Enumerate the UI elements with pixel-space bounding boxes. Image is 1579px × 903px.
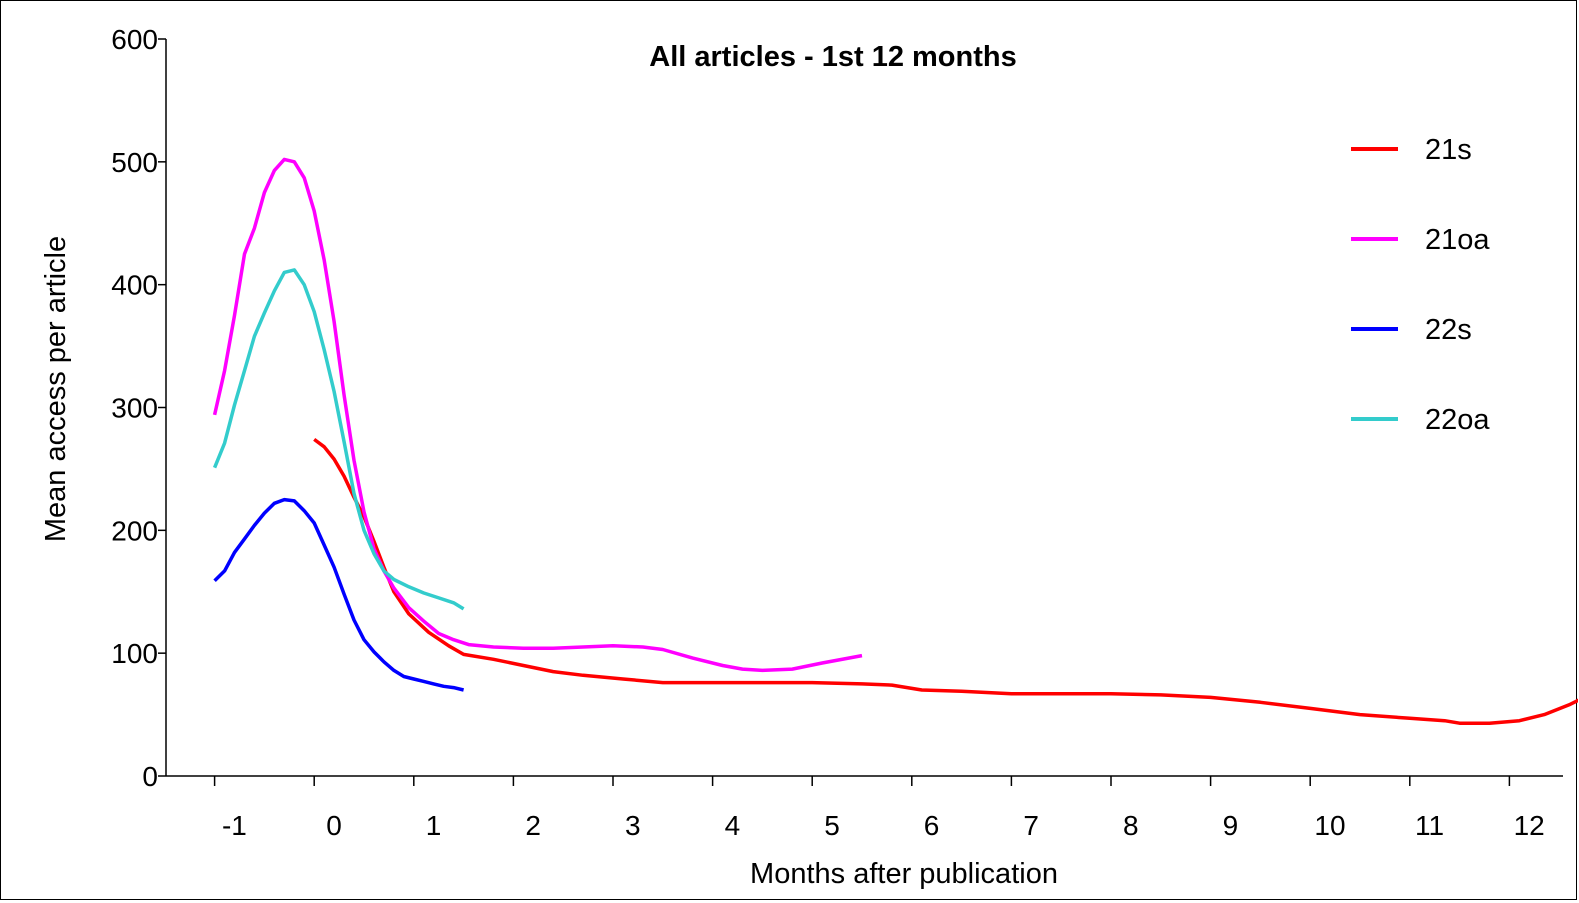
- series-line-22s: [213, 497, 465, 692]
- series-lines: [212, 157, 1578, 725]
- y-tick-label: 600: [111, 24, 158, 55]
- x-tick-label: 2: [525, 810, 541, 841]
- chart-title: All articles - 1st 12 months: [649, 41, 1016, 73]
- legend-label: 22s: [1425, 314, 1472, 346]
- x-tick-label: 3: [625, 810, 641, 841]
- legend-label: 21s: [1425, 134, 1472, 166]
- x-tick-label: 6: [924, 810, 940, 841]
- x-tick-label: 1: [426, 810, 442, 841]
- y-tick-label: 400: [111, 270, 158, 301]
- x-tick-label: -1: [222, 810, 247, 841]
- legend-item-22oa: 22oa: [1351, 404, 1490, 436]
- y-axis-label: Mean access per article: [40, 236, 72, 542]
- series-line-21s: [313, 437, 1578, 725]
- y-tick-label: 200: [111, 515, 158, 546]
- series-line-21oa: [212, 157, 863, 673]
- y-tick-label: 0: [142, 761, 158, 792]
- legend-label: 21oa: [1425, 224, 1490, 256]
- x-tick-label: 4: [725, 810, 741, 841]
- x-axis-label: Months after publication: [750, 858, 1058, 890]
- y-tick-label: 100: [111, 638, 158, 669]
- x-tick-label: 7: [1023, 810, 1039, 841]
- x-tick-label: 8: [1123, 810, 1139, 841]
- legend-item-21s: 21s: [1351, 134, 1472, 166]
- y-tick-label: 500: [111, 147, 158, 178]
- legend-label: 22oa: [1425, 404, 1490, 436]
- legend-item-22s: 22s: [1351, 314, 1472, 346]
- legend-item-21oa: 21oa: [1351, 224, 1490, 256]
- y-tick-label: 300: [111, 393, 158, 424]
- x-tick-label: 0: [326, 810, 342, 841]
- legend: 21s 21oa 22s 22oa: [1351, 134, 1490, 436]
- series-line-22oa: [212, 268, 465, 611]
- x-tick-label: 11: [1415, 810, 1444, 841]
- x-tick-label: 5: [824, 810, 840, 841]
- x-tick-label: 9: [1223, 810, 1239, 841]
- x-tick-label: 10: [1314, 810, 1345, 841]
- x-tick-label: 12: [1514, 810, 1545, 841]
